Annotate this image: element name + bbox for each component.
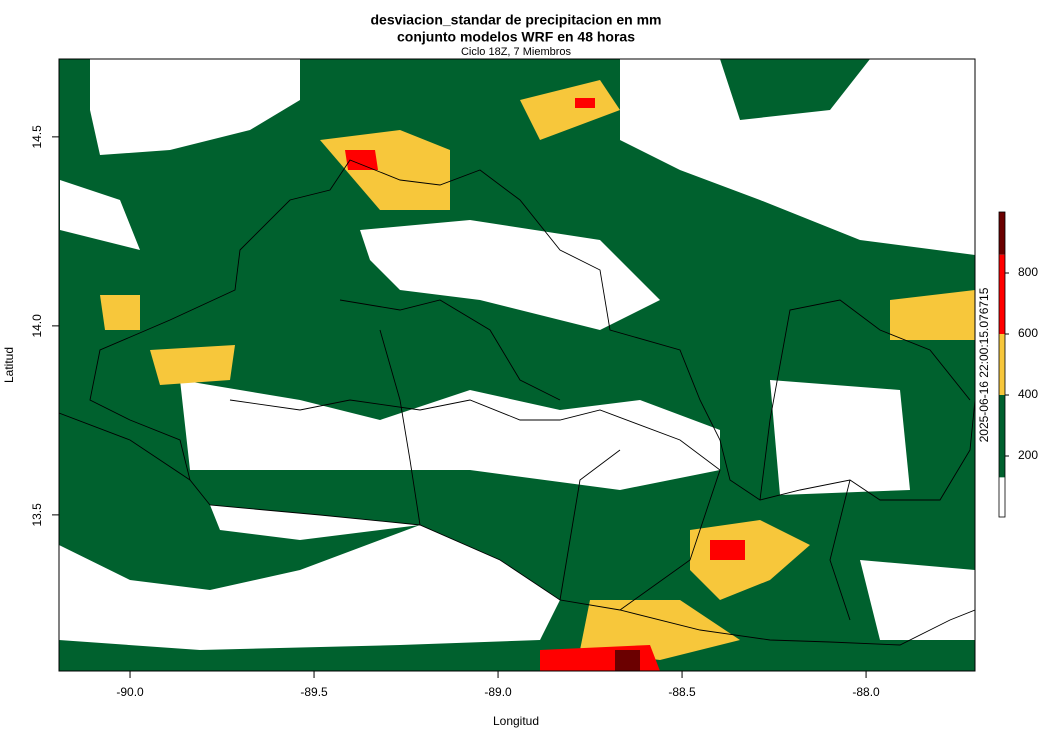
plot-frame <box>58 58 976 672</box>
field-darkred <box>615 650 640 671</box>
colorbar-bin <box>999 477 1005 517</box>
x-tick-label: -89.5 <box>300 685 328 699</box>
x-tick-label: -89.0 <box>484 685 512 699</box>
colorbar-tick-label: 600 <box>1018 326 1038 340</box>
chart-subtitle: Ciclo 18Z, 7 Miembros <box>461 46 572 58</box>
precip-field <box>59 59 975 671</box>
chart-title: desviacion_standar de precipitacion en m… <box>371 12 662 28</box>
colorbar-bin <box>999 212 1005 255</box>
boundaries <box>59 159 975 646</box>
y-tick-label: 14.0 <box>30 314 44 338</box>
colorbar-tick-label: 800 <box>1018 265 1038 279</box>
x-axis-label: Longitud <box>493 714 539 728</box>
y-axis-label: Latitud <box>2 347 16 383</box>
x-tick-label: -88.0 <box>852 685 880 699</box>
colorbar-frame <box>998 211 1006 518</box>
colorbar-bin <box>999 334 1005 395</box>
x-tick-label: -88.5 <box>668 685 696 699</box>
colorbar-label: 2025-06-16 22:00:15.076715 <box>977 287 991 442</box>
colorbar-tick-label: 200 <box>1018 448 1038 462</box>
y-tick-label: 14.5 <box>30 125 44 149</box>
x-tick-label: -90.0 <box>116 685 144 699</box>
colorbar-bin <box>999 395 1005 478</box>
colorbar-bin <box>999 254 1005 334</box>
y-tick-label: 13.5 <box>30 503 44 527</box>
chart-title-line2: conjunto modelos WRF en 48 horas <box>397 29 635 45</box>
colorbar-tick-label: 400 <box>1018 387 1038 401</box>
field-white <box>59 59 975 650</box>
